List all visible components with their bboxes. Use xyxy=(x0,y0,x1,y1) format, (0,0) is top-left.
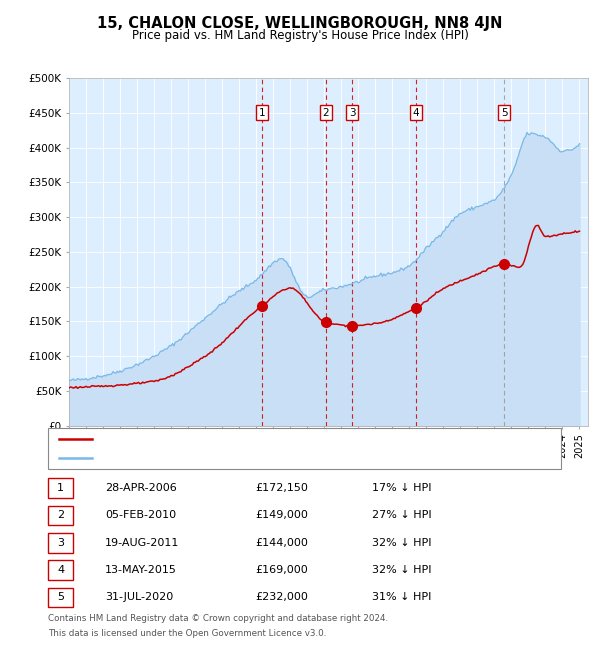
Text: 28-APR-2006: 28-APR-2006 xyxy=(105,483,177,493)
Text: 2: 2 xyxy=(322,108,329,118)
Text: 15, CHALON CLOSE, WELLINGBOROUGH, NN8 4JN (detached house): 15, CHALON CLOSE, WELLINGBOROUGH, NN8 4J… xyxy=(98,434,436,445)
Text: This data is licensed under the Open Government Licence v3.0.: This data is licensed under the Open Gov… xyxy=(48,629,326,638)
Text: 19-AUG-2011: 19-AUG-2011 xyxy=(105,538,179,548)
Text: 31% ↓ HPI: 31% ↓ HPI xyxy=(372,592,431,603)
Text: 1: 1 xyxy=(57,483,64,493)
Text: 15, CHALON CLOSE, WELLINGBOROUGH, NN8 4JN: 15, CHALON CLOSE, WELLINGBOROUGH, NN8 4J… xyxy=(97,16,503,31)
Text: 31-JUL-2020: 31-JUL-2020 xyxy=(105,592,173,603)
Text: 2: 2 xyxy=(57,510,64,521)
Text: 4: 4 xyxy=(57,565,64,575)
Text: 05-FEB-2010: 05-FEB-2010 xyxy=(105,510,176,521)
Text: HPI: Average price, detached house, North Northamptonshire: HPI: Average price, detached house, Nort… xyxy=(98,453,404,463)
Text: £169,000: £169,000 xyxy=(255,565,308,575)
Text: 13-MAY-2015: 13-MAY-2015 xyxy=(105,565,177,575)
Text: Contains HM Land Registry data © Crown copyright and database right 2024.: Contains HM Land Registry data © Crown c… xyxy=(48,614,388,623)
Text: £144,000: £144,000 xyxy=(255,538,308,548)
Text: 3: 3 xyxy=(57,538,64,548)
Text: £232,000: £232,000 xyxy=(255,592,308,603)
Text: 4: 4 xyxy=(412,108,419,118)
Text: 32% ↓ HPI: 32% ↓ HPI xyxy=(372,565,431,575)
Text: 27% ↓ HPI: 27% ↓ HPI xyxy=(372,510,431,521)
Text: Price paid vs. HM Land Registry's House Price Index (HPI): Price paid vs. HM Land Registry's House … xyxy=(131,29,469,42)
Text: 5: 5 xyxy=(57,592,64,603)
Text: 32% ↓ HPI: 32% ↓ HPI xyxy=(372,538,431,548)
Text: £172,150: £172,150 xyxy=(255,483,308,493)
Text: 17% ↓ HPI: 17% ↓ HPI xyxy=(372,483,431,493)
Text: 1: 1 xyxy=(259,108,265,118)
Text: £149,000: £149,000 xyxy=(255,510,308,521)
Text: 5: 5 xyxy=(501,108,508,118)
Text: 3: 3 xyxy=(349,108,355,118)
